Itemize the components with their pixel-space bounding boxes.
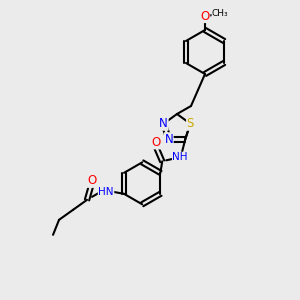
Text: N: N	[164, 133, 173, 146]
Text: O: O	[200, 10, 210, 22]
Text: CH₃: CH₃	[212, 10, 229, 19]
Text: NH: NH	[172, 152, 188, 162]
Text: N: N	[159, 117, 168, 130]
Text: O: O	[152, 136, 161, 149]
Text: O: O	[87, 174, 97, 187]
Text: S: S	[187, 117, 194, 130]
Text: HN: HN	[98, 187, 114, 197]
